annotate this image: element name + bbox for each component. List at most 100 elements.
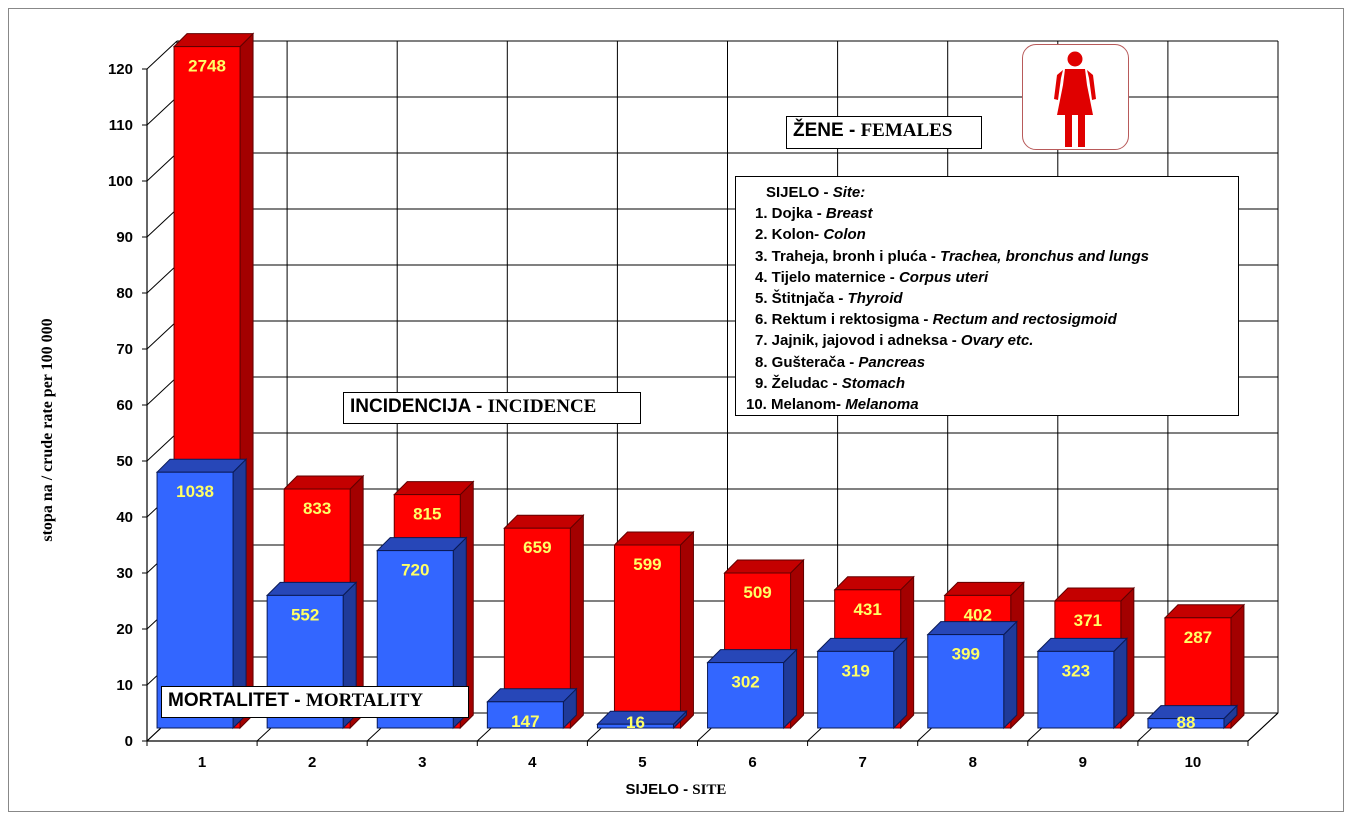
mortality-bar-side bbox=[783, 648, 798, 730]
gridline-side bbox=[146, 208, 178, 238]
mortality-bar: 302 bbox=[706, 648, 798, 730]
gridline-side bbox=[146, 264, 178, 294]
mortality-bar-data-label: 16 bbox=[626, 713, 645, 732]
y-tick-label: 100 bbox=[108, 173, 133, 190]
mortality-bar-front bbox=[1147, 718, 1225, 729]
y-tick-label: 60 bbox=[116, 397, 133, 414]
ticks: 0 10 20 30 40 50 60 70 80 90 100 110 120 1 2 3 4 5 6 7 8 9 10 bbox=[108, 61, 1201, 771]
gridline-side bbox=[146, 320, 178, 350]
female-figure-icon bbox=[1054, 51, 1096, 147]
legend-item-5: 5. Štitnjača - Thyroid bbox=[746, 288, 1238, 309]
mortality-bar-front bbox=[596, 723, 674, 729]
legend-item-2: 2. Kolon- Colon bbox=[746, 224, 1238, 245]
gender-annotation-part2: FEMALES bbox=[860, 120, 953, 141]
legend-item-7-main: 7. Jajnik, jajovod i adneksa - bbox=[755, 332, 961, 350]
incidence-bar-top bbox=[282, 475, 365, 490]
y-axis-label: stopa na / crude rate per 100 000 bbox=[39, 318, 56, 542]
legend-item-8: 8. Gušterača - Pancreas bbox=[746, 352, 1238, 373]
x-tick-label: 2 bbox=[308, 754, 316, 771]
mortality-bar-top bbox=[926, 621, 1018, 636]
incidence-bar-front bbox=[613, 544, 681, 729]
mortality-bar-data-label: 88 bbox=[1176, 713, 1195, 732]
y-tick-label: 0 bbox=[125, 733, 133, 750]
incidence-annotation-part1: INCIDENCIJA - bbox=[350, 396, 488, 417]
y-tick-label: 70 bbox=[116, 341, 133, 358]
incidence-bar-data-label: 431 bbox=[853, 600, 881, 619]
y-tick-label: 50 bbox=[116, 453, 133, 470]
y-tick-label: 30 bbox=[116, 565, 133, 582]
mortality-bar-data-label: 552 bbox=[291, 605, 319, 624]
mortality-annotation-part1: MORTALITET - bbox=[168, 690, 306, 711]
legend-item-5-italic: Thyroid bbox=[847, 290, 903, 308]
legend: SIJELO - Site: 1. Dojka - Breast 2. Kolo… bbox=[735, 176, 1239, 416]
x-tick-label: 8 bbox=[969, 754, 977, 771]
gridline-side bbox=[146, 432, 178, 462]
mortality-bar: 319 bbox=[816, 637, 908, 730]
gender-annotation: ŽENE - FEMALES bbox=[786, 116, 982, 149]
legend-item-8-main: 8. Gušterača - bbox=[755, 353, 859, 371]
legend-item-5-main: 5. Štitnjača - bbox=[755, 290, 848, 308]
legend-item-9-italic: Stomach bbox=[841, 374, 906, 392]
legend-item-7-italic: Ovary etc. bbox=[960, 332, 1034, 350]
legend-item-4-main: 4. Tijelo maternice - bbox=[755, 268, 899, 286]
x-tick-label: 5 bbox=[638, 754, 646, 771]
y-tick-label: 90 bbox=[116, 229, 133, 246]
x-tick-label: 1 bbox=[198, 754, 206, 771]
mortality-bar-data-label: 399 bbox=[952, 645, 980, 664]
mortality-bar-top bbox=[706, 649, 798, 664]
y-tick-label: 120 bbox=[108, 61, 133, 78]
mortality-bar-front bbox=[156, 471, 234, 729]
legend-title: SIJELO - Site: bbox=[746, 182, 1238, 203]
legend-item-2-main: 2. Kolon- bbox=[755, 226, 824, 244]
x-axis-label-part2: SITE bbox=[692, 782, 727, 798]
mortality-bar-top bbox=[1036, 637, 1129, 652]
mortality-bar: 147 bbox=[486, 687, 578, 731]
mortality-bar: 1038 bbox=[155, 457, 248, 730]
legend-item-4: 4. Tijelo maternice - Corpus uteri bbox=[746, 267, 1238, 288]
mortality-bar: 323 bbox=[1036, 637, 1129, 730]
x-tick-label: 9 bbox=[1079, 754, 1087, 771]
incidence-bar-top bbox=[1053, 587, 1136, 602]
legend-item-3-italic: Trachea, bronchus and lungs bbox=[940, 247, 1149, 265]
incidence-bar-data-label: 815 bbox=[413, 505, 441, 524]
legend-item-9-main: 9. Želudac - bbox=[755, 374, 842, 392]
legend-item-1: 1. Dojka - Breast bbox=[746, 203, 1238, 224]
mortality-bar-top bbox=[816, 637, 908, 652]
x-axis-label: SIJELO - SITE bbox=[626, 781, 727, 799]
legend-item-9: 9. Želudac - Stomach bbox=[746, 373, 1238, 394]
legend-title-italic: Site: bbox=[832, 184, 866, 201]
mortality-bar-data-label: 1038 bbox=[176, 482, 214, 501]
legend-item-10-main: 10. Melanom- bbox=[746, 396, 846, 414]
mortality-bar-front bbox=[707, 662, 785, 729]
mortality-bar-top bbox=[265, 581, 358, 596]
incidence-bar-top bbox=[393, 481, 475, 496]
incidence-bar-data-label: 287 bbox=[1184, 628, 1212, 647]
incidence-bar-top bbox=[723, 559, 805, 574]
incidence-bar-data-label: 2748 bbox=[188, 57, 226, 76]
y-tick-label: 10 bbox=[116, 677, 133, 694]
incidence-bar-data-label: 659 bbox=[523, 538, 551, 557]
floor-right bbox=[1247, 712, 1279, 742]
incidence-bar-data-label: 371 bbox=[1074, 611, 1102, 630]
y-tick-label: 110 bbox=[109, 117, 133, 134]
y-tick-label: 20 bbox=[116, 621, 133, 638]
mortality-bar-data-label: 720 bbox=[401, 561, 429, 580]
mortality-bar-data-label: 323 bbox=[1062, 661, 1090, 680]
incidence-bar-top bbox=[833, 576, 915, 591]
incidence-annotation: INCIDENCIJA - INCIDENCE bbox=[343, 392, 641, 424]
mortality-bar-side bbox=[1003, 620, 1018, 730]
incidence-bar-top bbox=[943, 581, 1025, 596]
incidence-bar-top bbox=[503, 514, 585, 529]
legend-item-10: 10. Melanom- Melanoma bbox=[746, 394, 1238, 415]
legend-item-3: 3. Traheja, bronh i pluća - Trachea, bro… bbox=[746, 246, 1238, 267]
legend-item-8-italic: Pancreas bbox=[858, 353, 926, 371]
x-tick-label: 6 bbox=[748, 754, 756, 771]
y-tick-label: 80 bbox=[116, 285, 133, 302]
mortality-annotation: MORTALITET - MORTALITY bbox=[161, 686, 469, 718]
legend-item-1-italic: Breast bbox=[825, 205, 873, 223]
female-figure-icon-box bbox=[1022, 44, 1129, 150]
incidence-bar-top bbox=[613, 531, 695, 546]
mortality-bar: 88 bbox=[1146, 704, 1239, 732]
incidence-bar-data-label: 402 bbox=[964, 605, 992, 624]
gridline-side bbox=[146, 40, 178, 70]
